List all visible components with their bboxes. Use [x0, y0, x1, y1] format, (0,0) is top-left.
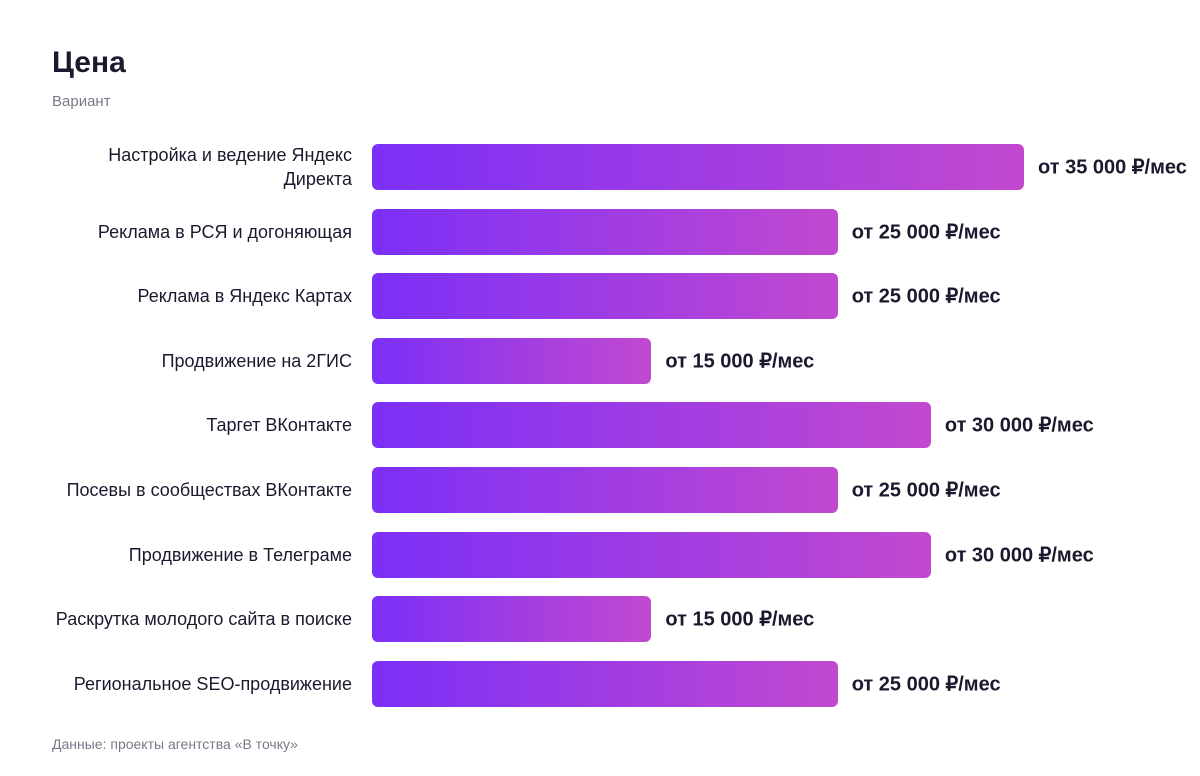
bar-row: Раскрутка молодого сайта в поиске от 15 0…	[0, 596, 1200, 643]
value-label: от 35 000 ₽/мес	[1038, 156, 1187, 179]
value-label: от 25 000 ₽/мес	[851, 479, 1001, 502]
bar-row: Продвижение в Телеграме от 30 000 ₽/мес	[0, 531, 1200, 578]
bar	[372, 337, 652, 384]
value-label: от 30 000 ₽/мес	[944, 544, 1094, 567]
y-tick-label: Таргет ВКонтакте	[206, 415, 352, 436]
value-label: от 25 000 ₽/мес	[851, 285, 1001, 308]
bar	[372, 273, 838, 320]
value-label: от 25 000 ₽/мес	[851, 673, 1001, 696]
y-tick-label: Настройка и ведение Яндекс Директа	[108, 145, 352, 189]
bar-row: Продвижение на 2ГИС от 15 000 ₽/мес	[0, 337, 1200, 384]
value-label: от 15 000 ₽/мес	[665, 608, 815, 631]
bar	[372, 208, 838, 255]
y-tick-label: Продвижение на 2ГИС	[161, 350, 352, 371]
bar-row: Реклама в Яндекс Картах от 25 000 ₽/мес	[0, 273, 1200, 320]
bar-row: Настройка и ведение Яндекс Директа от 35 …	[0, 144, 1200, 190]
y-tick-label: Посевы в сообществах ВКонтакте	[66, 480, 352, 500]
value-label: от 30 000 ₽/мес	[944, 414, 1094, 437]
value-label: от 15 000 ₽/мес	[665, 350, 815, 373]
bar-row: Посевы в сообществах ВКонтакте от 25 000 …	[0, 467, 1200, 513]
bar-row: Реклама в РСЯ и догоняющая от 25 000 ₽/ме…	[0, 208, 1200, 255]
bar-row: Таргет ВКонтакте от 30 000 ₽/мес	[0, 402, 1200, 449]
chart-subtitle: Вариант	[52, 93, 111, 110]
y-tick-label: Региональное SEO-продвижение	[73, 673, 352, 694]
bar	[372, 144, 1024, 190]
value-label: от 25 000 ₽/мес	[851, 221, 1001, 244]
y-tick-label: Продвижение в Телеграме	[128, 544, 352, 565]
bar	[372, 402, 931, 449]
y-tick-label: Раскрутка молодого сайта в поиске	[55, 609, 352, 630]
bar-row: Региональное SEO-продвижение от 25 000 ₽/…	[0, 660, 1200, 707]
chart-title: Цена	[52, 46, 126, 79]
bar	[372, 467, 838, 513]
y-tick-label: Реклама в РСЯ и догоняющая	[97, 221, 352, 242]
source-note: Данные: проекты агентства «В точку»	[52, 736, 298, 752]
y-tick-label: Реклама в Яндекс Картах	[137, 286, 352, 307]
bar	[372, 531, 931, 578]
bar	[372, 660, 838, 707]
bar	[372, 596, 652, 643]
